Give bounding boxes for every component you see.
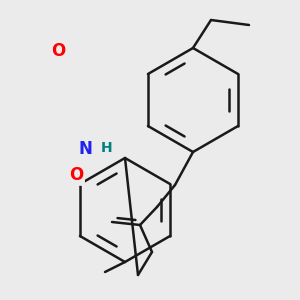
Text: O: O xyxy=(69,167,84,184)
Text: O: O xyxy=(51,42,66,60)
Text: H: H xyxy=(101,142,112,155)
Text: N: N xyxy=(79,140,92,158)
